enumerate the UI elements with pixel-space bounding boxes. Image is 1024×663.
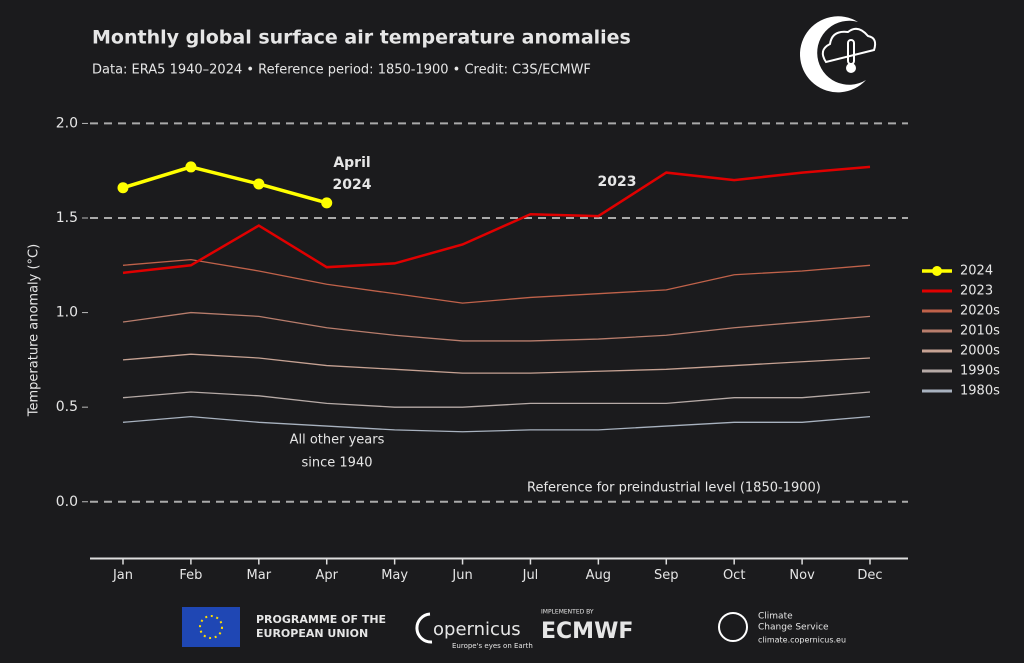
x-tick-label: Aug [586, 568, 611, 583]
legend-label: 1990s [960, 364, 1000, 379]
annotation: since 1940 [302, 456, 373, 471]
y-axis-label: Temperature anomaly (°C) [27, 244, 42, 417]
chart-title: Monthly global surface air temperature a… [92, 27, 631, 49]
footer-text: opernicus [433, 619, 521, 640]
legend-label: 2023 [960, 284, 993, 299]
legend-marker [932, 266, 942, 276]
annotation: All other years [290, 433, 385, 448]
series-line [122, 353, 871, 374]
footer-text: Europe's eyes on Earth [452, 642, 533, 650]
annotation: 2024 [333, 177, 372, 193]
c3s-icon [718, 612, 748, 642]
x-tick-label: Sep [654, 568, 679, 583]
c3s-logo [799, 16, 877, 93]
y-tick-label: 1.5 [56, 210, 78, 226]
eu-stars [199, 615, 223, 639]
point-marker [321, 197, 333, 209]
footer-text: Change Service [758, 623, 829, 633]
footer-text: Climate [758, 612, 793, 622]
y-tick-label: 0.0 [56, 494, 78, 510]
annotation: April [333, 155, 370, 171]
y-tick-label: 2.0 [56, 115, 78, 131]
annotation: Reference for preindustrial level (1850-… [527, 481, 821, 496]
point-marker [185, 161, 197, 173]
legend-label: 2000s [960, 344, 1000, 359]
series-line [122, 165, 871, 275]
footer-text: IMPLEMENTED BY [541, 609, 594, 616]
x-tick-label: Apr [315, 568, 338, 583]
series-line [122, 311, 871, 342]
x-tick-label: Oct [723, 568, 745, 583]
footer-text: ECMWF [541, 619, 633, 644]
legend-label: 1980s [960, 384, 1000, 399]
annotation: 2023 [598, 174, 637, 190]
footer: PROGRAMME OF THE EUROPEAN UNION opernicu… [182, 607, 846, 650]
series-line [122, 258, 871, 304]
series-line [122, 165, 328, 205]
point-marker [117, 182, 129, 194]
y-tick-label: 0.5 [56, 399, 78, 415]
chart-subtitle: Data: ERA5 1940–2024 • Reference period:… [92, 63, 591, 78]
legend-label: 2024 [960, 264, 993, 279]
x-tick-label: Nov [789, 568, 815, 583]
x-tick-label: Mar [247, 568, 272, 583]
point-marker [253, 178, 265, 190]
footer-text: PROGRAMME OF THE [256, 613, 386, 626]
series-line [122, 391, 871, 408]
eu-flag [182, 607, 240, 647]
x-tick-label: Jan [112, 568, 133, 583]
x-tick-label: Jun [451, 568, 472, 583]
series-line [122, 415, 871, 433]
legend-label: 2020s [960, 304, 1000, 319]
footer-text: climate.copernicus.eu [758, 636, 846, 645]
footer-text: EUROPEAN UNION [256, 627, 368, 640]
y-tick-label: 1.0 [56, 305, 78, 321]
x-tick-label: May [381, 568, 408, 583]
copernicus-c [415, 612, 433, 644]
legend-label: 2010s [960, 324, 1000, 339]
x-tick-label: Dec [857, 568, 882, 583]
x-tick-label: Feb [179, 568, 202, 583]
x-tick-label: Jul [522, 568, 539, 583]
